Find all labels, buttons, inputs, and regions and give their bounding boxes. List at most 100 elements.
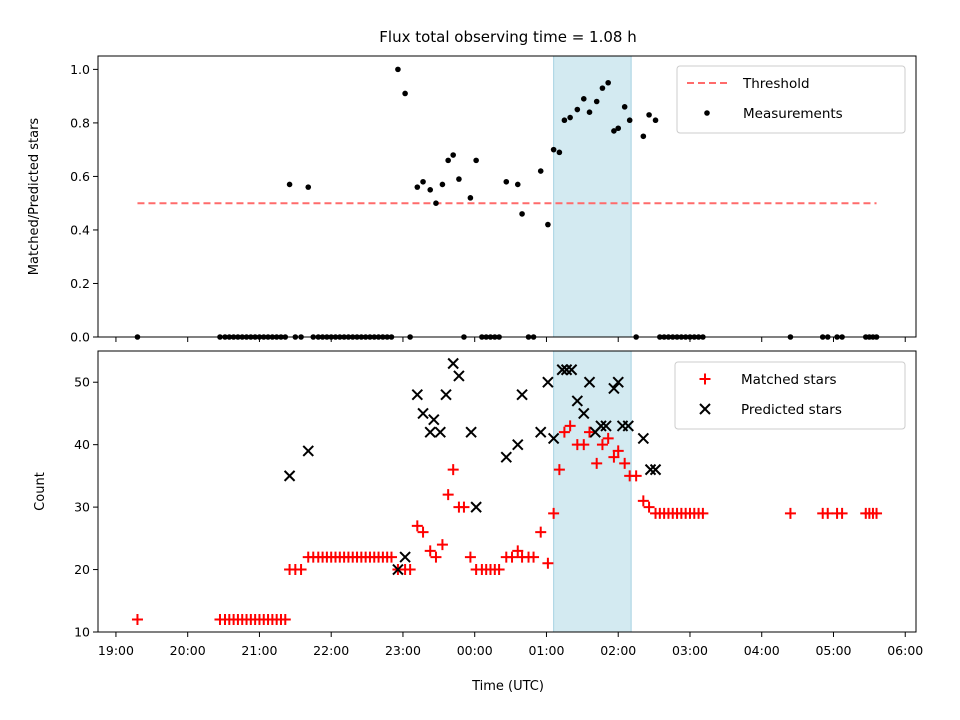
predicted-stars-point: [637, 432, 650, 445]
matched-stars-point: [697, 507, 709, 519]
x-tick-label: 20:00: [170, 643, 206, 658]
measurement-point: [420, 178, 426, 185]
y-tick-label: 0.0: [70, 330, 90, 345]
matched-stars-point: [836, 507, 848, 519]
y-tick-label: 50: [74, 375, 90, 390]
measurement-point: [615, 125, 622, 132]
ratio-panel: 0.0 0.2 0.4 0.6 0.8 1.0 Matched/Predicted sta…: [27, 55, 917, 345]
matched-stars-point: [436, 539, 448, 551]
predicted-stars-point: [434, 426, 446, 438]
matched-stars-point: [404, 564, 416, 576]
measurement-point: [574, 106, 581, 113]
measurement-point: [427, 187, 434, 193]
matched-stars-point: [822, 507, 834, 519]
matched-stars-point: [584, 426, 596, 438]
y-tick-label: 0.8: [70, 115, 90, 130]
x-tick-label: 01:00: [528, 643, 564, 658]
y-tick-label: 10: [74, 625, 90, 640]
matched-stars-point: [528, 551, 540, 563]
top-x-axis-ticks: [115, 337, 906, 342]
matched-stars-point: [612, 445, 624, 457]
measurement-point: [456, 176, 462, 182]
measurement-point: [550, 146, 557, 153]
bottom-plot-frame: [97, 350, 917, 633]
matched-stars-point: [643, 501, 655, 513]
legend-label: Matched stars: [741, 372, 837, 388]
y-tick-label: 0.2: [70, 276, 90, 291]
matched-stars-point: [596, 439, 608, 451]
y-tick-label: 1.0: [70, 62, 90, 77]
matched-stars-point: [619, 457, 631, 469]
matched-stars-point: [424, 545, 436, 557]
predicted-stars-point: [583, 376, 596, 388]
top-y-axis-label: Matched/Predicted stars: [27, 118, 42, 276]
matched-stars-point: [535, 526, 547, 538]
measurement-point: [611, 128, 617, 134]
bottom-y-axis-ticks: 10 20 30 40 50: [74, 375, 98, 640]
matched-stars-point: [385, 551, 397, 563]
measurement-point: [414, 184, 421, 190]
predicted-stars-point: [608, 382, 620, 395]
legend-box: [676, 65, 906, 134]
x-tick-label: 23:00: [385, 643, 421, 658]
predicted-stars-point: [535, 426, 547, 438]
y-tick-label: 30: [74, 500, 90, 515]
matched-stars-point: [630, 470, 642, 482]
matched-stars-point: [458, 501, 470, 513]
predicted-stars-point: [644, 463, 657, 476]
predicted-stars-point: [399, 551, 411, 563]
predicted-stars-point: [622, 420, 634, 432]
matched-stars-point: [558, 426, 570, 438]
measurement-point: [561, 117, 568, 124]
measurement-point: [586, 109, 593, 115]
y-tick-label: 20: [74, 562, 90, 577]
predicted-stars-point: [453, 370, 465, 382]
measurement-point: [286, 181, 293, 188]
y-tick-label: 0.6: [70, 169, 90, 184]
top-plot-frame: [97, 55, 917, 338]
predicted-stars-point: [392, 563, 404, 576]
top-legend: Threshold Measurements: [676, 65, 906, 134]
measurement-point: [599, 85, 606, 91]
measurement-point: [439, 181, 446, 188]
predicted-stars-point: [516, 389, 528, 401]
bottom-legend: Matched stars Predicted stars: [674, 361, 906, 430]
measurement-point: [605, 79, 611, 86]
x-tick-label: 03:00: [672, 643, 708, 658]
predicted-stars-point: [424, 426, 436, 438]
measurement-point: [402, 90, 408, 97]
measurement-point: [621, 104, 628, 110]
bottom-y-axis-label: Count: [33, 472, 48, 511]
measurement-point: [652, 117, 659, 124]
predicted-stars-point: [578, 407, 590, 420]
predicted-stars-point: [565, 364, 578, 376]
matched-stars-point: [279, 614, 291, 626]
predicted-stars-point: [547, 432, 560, 445]
measurement-point: [514, 181, 521, 188]
matched-stars-point: [637, 495, 649, 507]
predicted-stars-point: [512, 438, 524, 451]
measurement-point: [556, 149, 563, 156]
predicted-stars-point: [556, 364, 568, 376]
predicted-stars-point: [428, 413, 440, 426]
predicted-stars-point: [411, 389, 424, 401]
measurement-point: [450, 152, 456, 158]
measurement-point: [519, 211, 525, 217]
legend-box: [674, 361, 906, 430]
count-points: [131, 357, 883, 626]
matched-stars-point: [430, 551, 442, 563]
matched-stars-point: [784, 507, 796, 519]
measurement-point: [640, 133, 647, 140]
matched-stars-point: [493, 564, 505, 576]
x-tick-label: 19:00: [98, 643, 134, 658]
matched-stars-point: [447, 464, 459, 476]
matched-stars-point: [131, 614, 143, 626]
measurement-point: [545, 221, 551, 228]
measurement-point: [473, 157, 479, 164]
chart-title: Flux total observing time = 1.08 h: [379, 28, 636, 46]
predicted-stars-point: [649, 463, 662, 476]
x-tick-label: 05:00: [815, 643, 851, 658]
predicted-stars-point: [612, 376, 624, 388]
predicted-stars-point: [542, 376, 554, 388]
measurement-point: [580, 96, 587, 102]
